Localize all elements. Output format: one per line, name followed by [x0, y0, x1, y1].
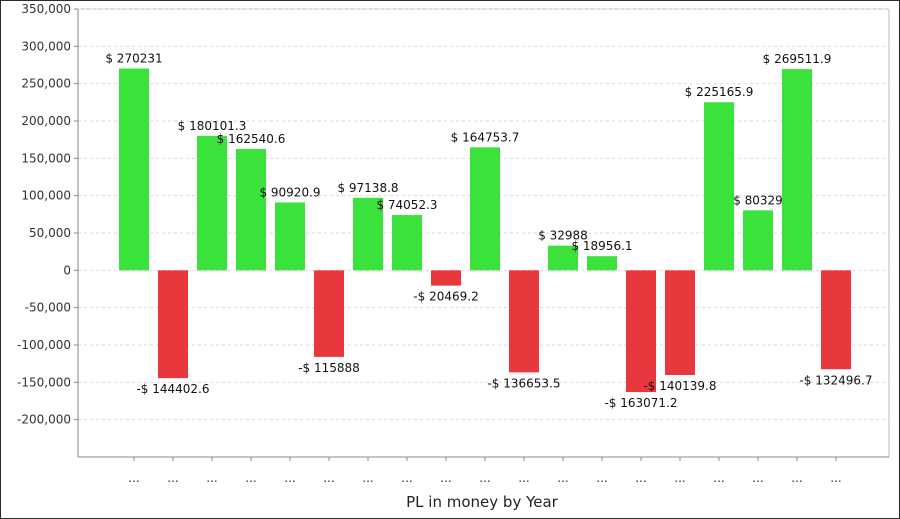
bar: [470, 147, 500, 271]
data-label: $ 90920.9: [259, 185, 320, 199]
y-tick-label: -50,000: [25, 301, 71, 315]
x-tick-label: ...: [479, 471, 490, 485]
data-label: -$ 144402.6: [136, 382, 209, 396]
x-tick-label: ...: [362, 471, 373, 485]
y-tick-label: -100,000: [17, 338, 71, 352]
bar: [314, 270, 344, 357]
x-tick-label: ...: [518, 471, 529, 485]
y-tick-label: 150,000: [21, 151, 71, 165]
x-tick-label: ...: [596, 471, 607, 485]
y-tick-label: 0: [63, 263, 71, 277]
x-tick-label: ...: [206, 471, 217, 485]
data-label: -$ 136653.5: [487, 376, 560, 390]
bar: [431, 270, 461, 286]
bar: [665, 270, 695, 375]
data-label: $ 164753.7: [451, 130, 520, 144]
y-tick-label: 350,000: [21, 2, 71, 16]
data-label: $ 270231: [105, 52, 162, 66]
data-labels: $ 270231 -$ 144402.6 $ 180101.3$ 162540.6 $…: [105, 52, 872, 411]
bar: [743, 210, 773, 271]
data-label: $ 225165.9: [685, 85, 754, 99]
data-label: $ 97138.8: [337, 181, 398, 195]
bar: [704, 102, 734, 271]
data-label: $ 180101.3: [178, 119, 247, 133]
bar: [509, 270, 539, 373]
bar: [158, 270, 188, 379]
bar: [626, 270, 656, 393]
x-tick-label: ...: [557, 471, 568, 485]
x-tick-label: ...: [440, 471, 451, 485]
bar: [119, 68, 149, 271]
data-label: $ 162540.6: [217, 132, 286, 146]
x-tick-label: ...: [167, 471, 178, 485]
y-tick-label: 250,000: [21, 77, 71, 91]
bar: [821, 270, 851, 370]
x-tick-label: ...: [401, 471, 412, 485]
x-tick-label: ...: [674, 471, 685, 485]
bar: [587, 256, 617, 271]
data-label: $ 269511.9: [763, 52, 832, 66]
x-tick-label: ...: [128, 471, 139, 485]
data-label: -$ 140139.8: [643, 379, 716, 393]
y-tick-label: 100,000: [21, 189, 71, 203]
data-label: -$ 20469.2: [413, 290, 478, 304]
x-axis-title: PL in money by Year: [406, 493, 559, 511]
data-label: $ 32988: [538, 229, 588, 243]
bars: [119, 68, 851, 393]
y-axis: -200,000 -150,000 -100,000 -50,000 0 50,000 10…: [17, 2, 79, 457]
gridlines: [78, 8, 890, 457]
bar: [275, 202, 305, 271]
data-label: $ 74052.3: [376, 198, 437, 212]
data-label: -$ 115888: [298, 361, 360, 375]
bar: [392, 215, 422, 271]
x-tick-label: ...: [323, 471, 334, 485]
x-tick-label: ...: [752, 471, 763, 485]
y-tick-label: -200,000: [17, 413, 71, 427]
data-label: $ 80329: [733, 193, 783, 207]
y-tick-label: -150,000: [17, 375, 71, 389]
bar: [548, 245, 578, 271]
bar: [197, 135, 227, 271]
x-axis: ........................................…: [78, 456, 889, 485]
x-tick-label: ...: [830, 471, 841, 485]
bar: [236, 148, 266, 271]
y-tick-label: 50,000: [29, 226, 71, 240]
x-tick-label: ...: [635, 471, 646, 485]
bar: [782, 69, 812, 271]
x-tick-label: ...: [713, 471, 724, 485]
y-tick-label: 200,000: [21, 114, 71, 128]
x-tick-label: ...: [284, 471, 295, 485]
y-tick-label: 300,000: [21, 39, 71, 53]
data-label: -$ 163071.2: [604, 396, 677, 410]
data-label: -$ 132496.7: [799, 373, 872, 387]
data-label: $ 18956.1: [571, 239, 632, 253]
bar: [353, 197, 383, 271]
x-tick-label: ...: [245, 471, 256, 485]
x-tick-label: ...: [791, 471, 802, 485]
